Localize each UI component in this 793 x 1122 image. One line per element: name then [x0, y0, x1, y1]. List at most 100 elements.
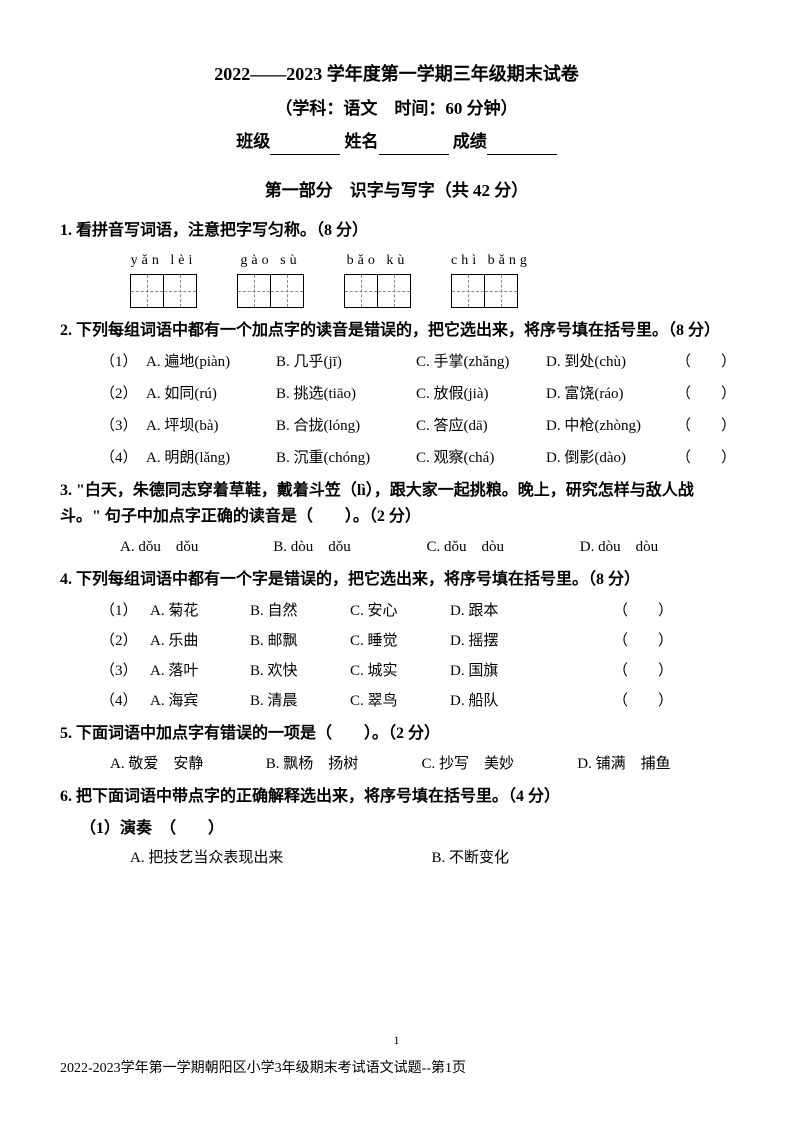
row-num: （1）	[100, 599, 150, 623]
class-label: 班级	[236, 132, 270, 151]
q5-opt-a: A. 敬爱 安静	[110, 752, 266, 776]
opt-b: B. 沉重(chóng)	[276, 446, 416, 470]
question-5: 5. 下面词语中加点字有错误的一项是（ ）。（2 分） A. 敬爱 安静 B. …	[60, 721, 733, 777]
subject-line: （学科：语文 时间：60 分钟）	[60, 95, 733, 122]
opt-a: A. 如同(rú)	[146, 382, 276, 406]
answer-paren[interactable]: （ ）	[550, 629, 733, 653]
question-4: 4. 下列每组词语中都有一个字是错误的，把它选出来，将序号填在括号里。（8 分）…	[60, 567, 733, 713]
opt-a: A. 坪坝(bà)	[146, 414, 276, 438]
q3-title: 3. "白天，朱德同志穿着草鞋，戴着斗笠（lì），跟大家一起挑粮。晚上，研究怎样…	[60, 478, 733, 529]
q3-opt-a: A. dǒu dǒu	[120, 535, 273, 559]
tian-grid[interactable]	[130, 274, 197, 308]
opt-d: D. 富饶(ráo)	[546, 382, 676, 406]
opt-d: D. 船队	[450, 689, 550, 713]
answer-paren[interactable]: （ ）	[550, 689, 733, 713]
tian-grid[interactable]	[344, 274, 411, 308]
pinyin-text: gào sù	[237, 250, 304, 272]
answer-paren[interactable]: （ ）	[550, 599, 733, 623]
q5-opt-c: C. 抄写 美妙	[422, 752, 578, 776]
q6-sub: （1）演奏 （ ）	[80, 816, 733, 842]
question-3: 3. "白天，朱德同志穿着草鞋，戴着斗笠（lì），跟大家一起挑粮。晚上，研究怎样…	[60, 478, 733, 559]
row-num: （1）	[100, 350, 146, 374]
pinyin-block: gào sù	[237, 250, 304, 308]
exam-header: 2022——2023 学年度第一学期三年级期末试卷 （学科：语文 时间：60 分…	[60, 60, 733, 155]
q2-option-row: （1）A. 遍地(piàn)B. 几乎(jī)C. 手掌(zhǎng)D. 到处…	[100, 350, 733, 374]
row-num: （3）	[100, 659, 150, 683]
tian-cell[interactable]	[237, 274, 271, 308]
opt-c: C. 翠鸟	[350, 689, 450, 713]
opt-a: A. 遍地(piàn)	[146, 350, 276, 374]
question-6: 6. 把下面词语中带点字的正确解释选出来，将序号填在括号里。（4 分） （1）演…	[60, 784, 733, 869]
q3-options: A. dǒu dǒu B. dòu dǒu C. dǒu dòu D. dòu …	[120, 535, 733, 559]
answer-paren[interactable]: （ ）	[676, 414, 736, 438]
footer-text: 2022-2023学年第一学期朝阳区小学3年级期末考试语文试题--第1页	[60, 1058, 466, 1080]
main-title: 2022——2023 学年度第一学期三年级期末试卷	[60, 60, 733, 89]
q6-opt-b: B. 不断变化	[432, 846, 734, 870]
name-label: 姓名	[345, 132, 379, 151]
tian-cell[interactable]	[130, 274, 164, 308]
q6-title: 6. 把下面词语中带点字的正确解释选出来，将序号填在括号里。（4 分）	[60, 784, 733, 810]
pinyin-text: yǎn lèi	[130, 250, 197, 272]
opt-a: A. 明朗(lǎng)	[146, 446, 276, 470]
q3-opt-b: B. dòu dǒu	[273, 535, 426, 559]
opt-d: D. 摇摆	[450, 629, 550, 653]
name-blank[interactable]	[379, 137, 449, 155]
opt-d: D. 倒影(dào)	[546, 446, 676, 470]
q1-pinyin-row: yǎn lèi gào sù bǎo kù chì bǎng	[130, 250, 733, 308]
opt-b: B. 合拢(lóng)	[276, 414, 416, 438]
answer-paren[interactable]: （ ）	[550, 659, 733, 683]
opt-c: C. 睡觉	[350, 629, 450, 653]
opt-a: A. 乐曲	[150, 629, 250, 653]
answer-paren[interactable]: （ ）	[676, 350, 736, 374]
q6-options: A. 把技艺当众表现出来 B. 不断变化	[130, 846, 733, 870]
pinyin-text: chì bǎng	[451, 250, 531, 272]
opt-b: B. 几乎(jī)	[276, 350, 416, 374]
q4-option-row: （1）A. 菊花B. 自然C. 安心D. 跟本（ ）	[100, 599, 733, 623]
q5-title: 5. 下面词语中加点字有错误的一项是（ ）。（2 分）	[60, 721, 733, 747]
opt-b: B. 欢快	[250, 659, 350, 683]
q4-option-row: （3）A. 落叶B. 欢快C. 城实D. 国旗（ ）	[100, 659, 733, 683]
q5-opt-b: B. 飘杨 扬树	[266, 752, 422, 776]
tian-cell[interactable]	[484, 274, 518, 308]
q4-title: 4. 下列每组词语中都有一个字是错误的，把它选出来，将序号填在括号里。（8 分）	[60, 567, 733, 593]
opt-d: D. 到处(chù)	[546, 350, 676, 374]
tian-grid[interactable]	[451, 274, 531, 308]
score-blank[interactable]	[487, 137, 557, 155]
q2-option-row: （4）A. 明朗(lǎng)B. 沉重(chóng)C. 观察(chá)D. 倒…	[100, 446, 733, 470]
row-num: （3）	[100, 414, 146, 438]
pinyin-text: bǎo kù	[344, 250, 411, 272]
answer-paren[interactable]: （ ）	[676, 382, 736, 406]
opt-c: C. 答应(dā)	[416, 414, 546, 438]
opt-a: A. 落叶	[150, 659, 250, 683]
q2-title: 2. 下列每组词语中都有一个加点字的读音是错误的，把它选出来，将序号填在括号里。…	[60, 318, 733, 344]
opt-d: D. 中枪(zhòng)	[546, 414, 676, 438]
tian-cell[interactable]	[163, 274, 197, 308]
opt-a: A. 菊花	[150, 599, 250, 623]
q6-opt-a: A. 把技艺当众表现出来	[130, 846, 432, 870]
opt-c: C. 手掌(zhǎng)	[416, 350, 546, 374]
q5-options: A. 敬爱 安静 B. 飘杨 扬树 C. 抄写 美妙 D. 铺满 捕鱼	[110, 752, 733, 776]
q4-option-row: （4）A. 海宾B. 清晨C. 翠鸟D. 船队（ ）	[100, 689, 733, 713]
opt-c: C. 安心	[350, 599, 450, 623]
row-num: （2）	[100, 382, 146, 406]
pinyin-block: chì bǎng	[451, 250, 531, 308]
q4-option-row: （2）A. 乐曲B. 邮飘C. 睡觉D. 摇摆（ ）	[100, 629, 733, 653]
tian-cell[interactable]	[270, 274, 304, 308]
opt-b: B. 邮飘	[250, 629, 350, 653]
opt-c: C. 城实	[350, 659, 450, 683]
class-blank[interactable]	[270, 137, 340, 155]
tian-cell[interactable]	[451, 274, 485, 308]
row-num: （4）	[100, 689, 150, 713]
opt-d: D. 国旗	[450, 659, 550, 683]
pinyin-block: bǎo kù	[344, 250, 411, 308]
answer-paren[interactable]: （ ）	[676, 446, 736, 470]
opt-c: C. 放假(jià)	[416, 382, 546, 406]
tian-cell[interactable]	[377, 274, 411, 308]
section1-title: 第一部分 识字与写字（共 42 分）	[60, 177, 733, 204]
question-1: 1. 看拼音写词语，注意把字写匀称。（8 分） yǎn lèigào sùbǎo…	[60, 218, 733, 308]
tian-cell[interactable]	[344, 274, 378, 308]
tian-grid[interactable]	[237, 274, 304, 308]
q2-option-row: （3）A. 坪坝(bà)B. 合拢(lóng)C. 答应(dā)D. 中枪(zh…	[100, 414, 733, 438]
pinyin-block: yǎn lèi	[130, 250, 197, 308]
opt-b: B. 挑选(tiāo)	[276, 382, 416, 406]
